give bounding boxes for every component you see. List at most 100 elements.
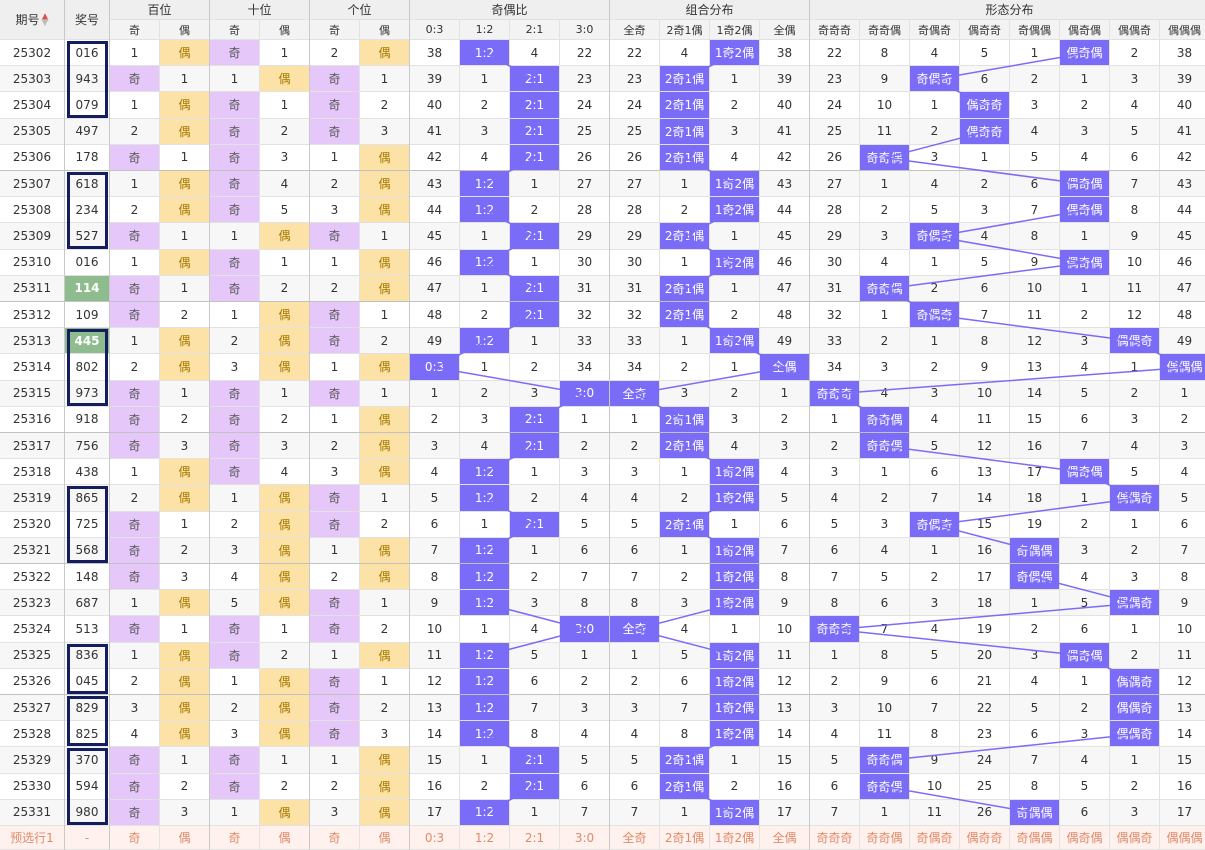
form-miss: 8 — [960, 328, 1010, 355]
form-miss: 5 — [1010, 695, 1060, 722]
combo-miss: 10 — [760, 616, 810, 643]
digit-parity-cell: 1 — [160, 275, 210, 302]
combo-hit: 2奇1偶 — [660, 747, 710, 774]
predict-option[interactable]: 2奇1偶 — [660, 826, 710, 850]
digit-parity-cell: 奇 — [310, 66, 360, 93]
predict-option[interactable]: 1奇2偶 — [710, 826, 760, 850]
predict-option[interactable]: 偶偶偶 — [1160, 826, 1205, 850]
predict-option[interactable]: 全奇 — [610, 826, 660, 850]
combo-miss: 7 — [610, 564, 660, 591]
predict-option[interactable]: 偶 — [360, 826, 410, 850]
ratio-miss: 4 — [560, 485, 610, 512]
ratio-miss: 34 — [560, 354, 610, 381]
sort-icon[interactable]: ▲ ▼ — [41, 11, 49, 28]
form-miss: 5 — [1010, 144, 1060, 171]
form-subheader: 奇偶奇 — [910, 20, 960, 40]
predict-option[interactable]: 1:2 — [460, 826, 510, 850]
period-cell: 25316 — [0, 406, 65, 433]
combo-miss: 1 — [710, 511, 760, 538]
ratio-miss: 1 — [510, 249, 560, 276]
ratio-miss: 28 — [560, 197, 610, 224]
predict-option[interactable]: 2:1 — [510, 826, 560, 850]
combo-miss: 1 — [710, 275, 760, 302]
digit-parity-cell: 1 — [110, 249, 160, 276]
form-miss: 14 — [960, 485, 1010, 512]
form-miss: 6 — [960, 66, 1010, 93]
combo-miss: 1 — [760, 380, 810, 407]
predict-option[interactable]: 0:3 — [410, 826, 460, 850]
form-miss: 1 — [1060, 223, 1110, 250]
digit-parity-cell: 奇 — [310, 511, 360, 538]
form-miss: 1 — [810, 406, 860, 433]
predict-option[interactable]: 全偶 — [760, 826, 810, 850]
digit-parity-cell: 奇 — [210, 171, 260, 198]
predict-option[interactable]: 偶偶奇 — [1110, 826, 1160, 850]
form-hit: 偶偶奇 — [1110, 328, 1160, 355]
ratio-hit: 1:2 — [460, 564, 510, 591]
form-hit: 奇奇偶 — [860, 144, 910, 171]
form-subheader: 奇偶偶 — [1010, 20, 1060, 40]
form-hit: 偶偶偶 — [1160, 354, 1205, 381]
predict-row-label[interactable]: 预选行1 — [0, 826, 65, 850]
combo-miss: 4 — [660, 616, 710, 643]
predict-option[interactable]: 奇偶奇 — [910, 826, 960, 850]
predict-option[interactable]: 奇偶偶 — [1010, 826, 1060, 850]
form-miss: 19 — [960, 616, 1010, 643]
predict-option[interactable]: 3:0 — [560, 826, 610, 850]
ratio-miss: 33 — [560, 328, 610, 355]
ratio-miss: 40 — [410, 92, 460, 119]
prize-number: 016 — [65, 249, 110, 276]
form-miss: 24 — [810, 92, 860, 119]
ratio-hit: 1:2 — [460, 40, 510, 67]
combo-hit: 1奇2偶 — [710, 485, 760, 512]
digit-parity-cell: 偶 — [260, 485, 310, 512]
combo-miss: 11 — [760, 642, 810, 669]
ratio-miss: 5 — [510, 642, 560, 669]
period-cell: 25319 — [0, 485, 65, 512]
period-header[interactable]: 期号 ▲ ▼ — [0, 0, 65, 40]
predict-option[interactable]: 奇 — [310, 826, 360, 850]
combo-miss: 13 — [760, 695, 810, 722]
digit-parity-cell: 1 — [360, 66, 410, 93]
predict-option[interactable]: 偶 — [260, 826, 310, 850]
form-miss: 7 — [810, 564, 860, 591]
digit-parity-cell: 3 — [260, 433, 310, 460]
combo-hit: 2奇1偶 — [660, 406, 710, 433]
combo-hit: 全奇 — [610, 616, 660, 643]
digit-parity-cell: 1 — [260, 92, 310, 119]
digit-parity-cell: 奇 — [110, 380, 160, 407]
ratio-miss: 5 — [410, 485, 460, 512]
predict-option[interactable]: 奇 — [210, 826, 260, 850]
form-miss: 6 — [1010, 721, 1060, 748]
form-hit: 奇奇偶 — [860, 275, 910, 302]
digit-parity-cell: 奇 — [110, 144, 160, 171]
form-miss: 8 — [910, 721, 960, 748]
digit-parity-cell: 3 — [260, 144, 310, 171]
predict-option[interactable]: 奇奇偶 — [860, 826, 910, 850]
form-miss: 5 — [1160, 485, 1205, 512]
form-hit: 偶偶奇 — [1110, 668, 1160, 695]
predict-option[interactable]: 偶 — [160, 826, 210, 850]
form-miss: 10 — [860, 695, 910, 722]
digit-parity-cell: 奇 — [310, 590, 360, 617]
predict-option[interactable]: 偶奇偶 — [1060, 826, 1110, 850]
form-miss: 6 — [810, 773, 860, 800]
form-miss: 1 — [810, 642, 860, 669]
combo-miss: 2 — [710, 380, 760, 407]
combo-miss: 45 — [760, 223, 810, 250]
form-miss: 3 — [810, 695, 860, 722]
digit-parity-cell: 偶 — [260, 537, 310, 564]
digit-parity-cell: 偶 — [160, 485, 210, 512]
predict-option[interactable]: 奇奇奇 — [810, 826, 860, 850]
combo-miss: 2 — [660, 354, 710, 381]
predict-prize: - — [65, 826, 110, 850]
digit-parity-cell: 3 — [160, 564, 210, 591]
predict-option[interactable]: 偶奇奇 — [960, 826, 1010, 850]
form-miss: 11 — [860, 721, 910, 748]
combo-miss: 47 — [760, 275, 810, 302]
ratio-miss: 17 — [410, 799, 460, 826]
period-cell: 25325 — [0, 642, 65, 669]
predict-option[interactable]: 奇 — [110, 826, 160, 850]
form-miss: 3 — [910, 144, 960, 171]
combo-miss: 2 — [710, 302, 760, 329]
